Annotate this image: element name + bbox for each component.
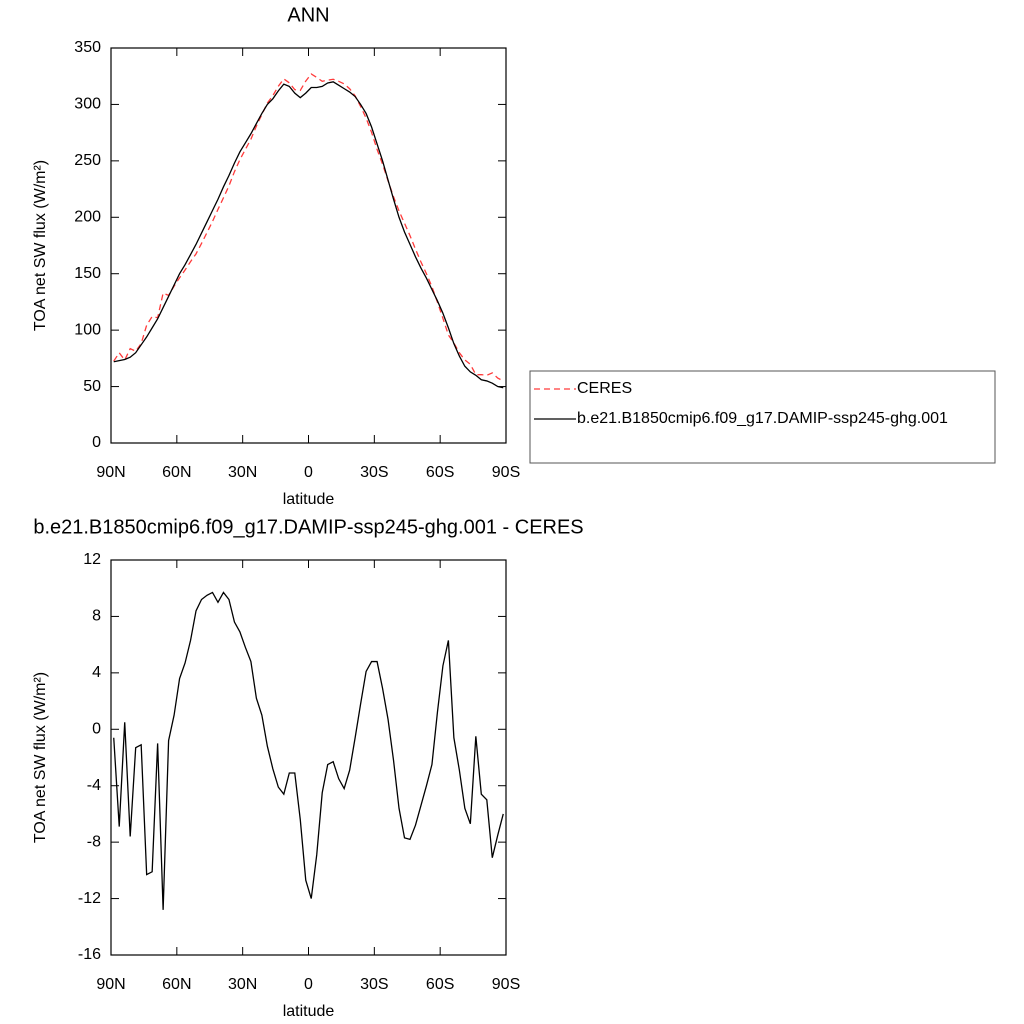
y-tick-label: -12 bbox=[78, 890, 101, 907]
x-axis-label: latitude bbox=[283, 491, 335, 508]
legend-label: b.e21.B1850cmip6.f09_g17.DAMIP-ssp245-gh… bbox=[577, 410, 948, 427]
x-tick-label: 60S bbox=[426, 976, 454, 993]
y-tick-label: 250 bbox=[74, 152, 101, 169]
y-tick-label: 0 bbox=[92, 721, 101, 738]
y-tick-label: 8 bbox=[92, 608, 101, 625]
x-tick-label: 90S bbox=[492, 976, 520, 993]
y-tick-label: 350 bbox=[74, 39, 101, 56]
y-tick-label: 4 bbox=[92, 664, 101, 681]
y-tick-label: 100 bbox=[74, 321, 101, 338]
chart-title: b.e21.B1850cmip6.f09_g17.DAMIP-ssp245-gh… bbox=[33, 516, 583, 538]
y-axis-label: TOA net SW flux (W/m²) bbox=[32, 672, 49, 843]
y-axis-label: TOA net SW flux (W/m²) bbox=[32, 160, 49, 331]
y-tick-label: -4 bbox=[87, 777, 101, 794]
data-line bbox=[113, 591, 504, 910]
x-tick-label: 30S bbox=[360, 976, 388, 993]
x-tick-label: 0 bbox=[304, 976, 313, 993]
x-tick-label: 60N bbox=[162, 976, 191, 993]
data-line bbox=[113, 81, 504, 389]
x-tick-label: 30N bbox=[228, 976, 257, 993]
y-tick-label: 0 bbox=[92, 434, 101, 451]
y-tick-label: 200 bbox=[74, 209, 101, 226]
legend-label: CERES bbox=[577, 380, 632, 397]
x-axis-label: latitude bbox=[283, 1003, 335, 1020]
x-tick-label: 30S bbox=[360, 464, 388, 481]
y-tick-label: 12 bbox=[83, 551, 101, 568]
x-tick-label: 90N bbox=[96, 976, 125, 993]
x-tick-label: 90S bbox=[492, 464, 520, 481]
y-tick-label: 150 bbox=[74, 265, 101, 282]
y-tick-label: 300 bbox=[74, 96, 101, 113]
y-tick-label: -16 bbox=[78, 946, 101, 963]
y-tick-label: 50 bbox=[83, 378, 101, 395]
x-tick-label: 60S bbox=[426, 464, 454, 481]
legend-box bbox=[529, 370, 996, 464]
plot-frame bbox=[110, 559, 507, 956]
y-tick-label: -8 bbox=[87, 833, 101, 850]
data-line bbox=[113, 73, 504, 382]
x-tick-label: 60N bbox=[162, 464, 191, 481]
x-tick-label: 30N bbox=[228, 464, 257, 481]
x-tick-label: 90N bbox=[96, 464, 125, 481]
x-tick-label: 0 bbox=[304, 464, 313, 481]
plot-frame bbox=[110, 47, 507, 444]
chart-title: ANN bbox=[287, 4, 329, 26]
